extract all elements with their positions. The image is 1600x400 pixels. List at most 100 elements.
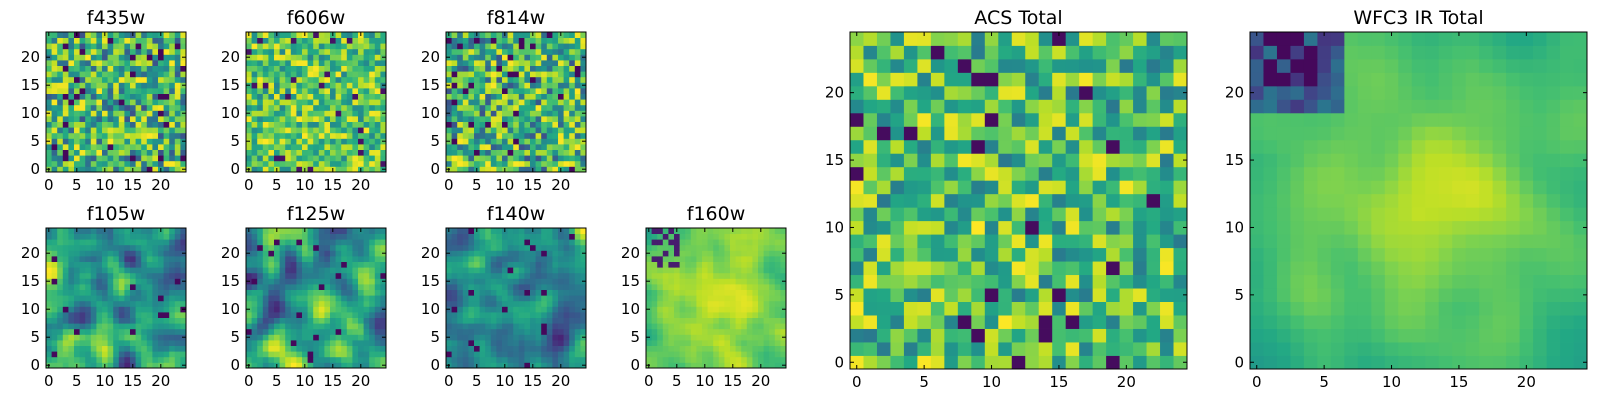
heatmap-cell [141, 160, 148, 167]
heatmap-cell [769, 306, 776, 313]
heatmap-cell [374, 340, 381, 346]
heatmap-cell [107, 110, 114, 117]
heatmap-cell [330, 110, 336, 117]
heatmap-cell [146, 261, 153, 268]
heatmap-cell [352, 323, 359, 330]
heatmap-cell [358, 261, 364, 268]
heatmap-cell [268, 233, 275, 240]
heatmap-cell [876, 315, 891, 329]
heatmap-cell [1119, 220, 1134, 235]
heatmap-cell [451, 104, 458, 111]
heatmap-cell [513, 289, 520, 296]
y-tick-label: 10 [221, 300, 240, 318]
heatmap-cell [62, 82, 69, 89]
heatmap-cell [535, 278, 542, 285]
heatmap-cell [457, 300, 464, 307]
heatmap-cell [135, 82, 142, 89]
heatmap-cell [358, 104, 364, 111]
heatmap-cell [358, 121, 364, 128]
heatmap-cell [146, 300, 153, 307]
heatmap-cell [330, 116, 336, 122]
heatmap-cell [318, 104, 325, 111]
heatmap-cell [479, 149, 486, 156]
heatmap-cell [290, 317, 297, 324]
heatmap-cell [146, 284, 153, 290]
heatmap-cell [341, 121, 348, 128]
heatmap-cell [141, 127, 148, 134]
heatmap-cell [535, 295, 542, 302]
heatmap-cell [496, 362, 503, 369]
heatmap-cell [1173, 355, 1188, 370]
heatmap-cell [296, 88, 303, 94]
heatmap-cell [468, 60, 475, 66]
heatmap-cell [657, 334, 664, 341]
heatmap-cell [468, 233, 475, 240]
heatmap-cell [535, 334, 542, 341]
heatmap-cell [158, 306, 164, 313]
heatmap-cell [702, 328, 708, 335]
heatmap-cell [763, 256, 770, 262]
heatmap-cell [135, 356, 142, 363]
heatmap-cell [107, 82, 114, 89]
heatmap-cell [369, 272, 376, 279]
heatmap-cell [774, 228, 781, 234]
heatmap-cell [558, 328, 564, 335]
heatmap-cell [1079, 301, 1094, 316]
heatmap-cell [152, 284, 159, 290]
heatmap-cell [152, 256, 159, 262]
heatmap-cell [180, 116, 187, 122]
heatmap-cell [363, 328, 370, 335]
heatmap-cell [113, 138, 120, 145]
heatmap-cell [174, 312, 181, 318]
heatmap-cell [79, 43, 86, 50]
heatmap-cell [285, 272, 292, 279]
heatmap-cell [352, 54, 359, 61]
heatmap-cell [380, 323, 387, 330]
heatmap-cell [998, 180, 1013, 195]
heatmap-cell [479, 244, 486, 251]
heatmap-cell [130, 267, 136, 274]
heatmap-cell [524, 121, 531, 128]
heatmap-cell [180, 244, 187, 251]
heatmap-cell [1025, 207, 1040, 222]
heatmap-cell [780, 328, 787, 335]
heatmap-cell [446, 272, 452, 279]
heatmap-cell [513, 317, 520, 324]
heatmap-cell [296, 233, 303, 240]
heatmap-cell [530, 317, 536, 324]
heatmap-cell [552, 149, 559, 156]
heatmap-cell [1065, 288, 1080, 302]
heatmap-cell [741, 228, 748, 234]
heatmap-cell [580, 261, 587, 268]
heatmap-cell [957, 220, 972, 235]
heatmap-cell [651, 334, 658, 341]
heatmap-cell [530, 300, 536, 307]
heatmap-cell [546, 104, 553, 111]
heatmap-cell [930, 261, 945, 276]
heatmap-cell [107, 104, 114, 111]
heatmap-cell [502, 289, 508, 296]
heatmap-cell [558, 323, 564, 330]
heatmap-cell [302, 149, 308, 156]
heatmap-cell [141, 71, 148, 78]
heatmap-cell [513, 65, 520, 72]
heatmap-cell [769, 345, 776, 352]
heatmap-cell [369, 334, 376, 341]
heatmap-cells [46, 32, 187, 173]
heatmap-cell [146, 267, 153, 274]
heatmap-cell [352, 317, 359, 324]
heatmap-cell [380, 99, 387, 106]
heatmap-cell [580, 71, 587, 78]
heatmap-cell [1106, 328, 1120, 343]
heatmap-cell [118, 289, 125, 296]
heatmap-cell [107, 60, 114, 66]
heatmap-cell [85, 272, 92, 279]
heatmap-cell [546, 48, 553, 55]
heatmap-cell [690, 261, 697, 268]
heatmap-cell [341, 60, 348, 66]
heatmap-cell [118, 166, 125, 173]
heatmap-cell [46, 239, 52, 246]
heatmap-cell [507, 351, 514, 358]
heatmap-cell [163, 82, 170, 89]
heatmap-cell [107, 351, 114, 358]
